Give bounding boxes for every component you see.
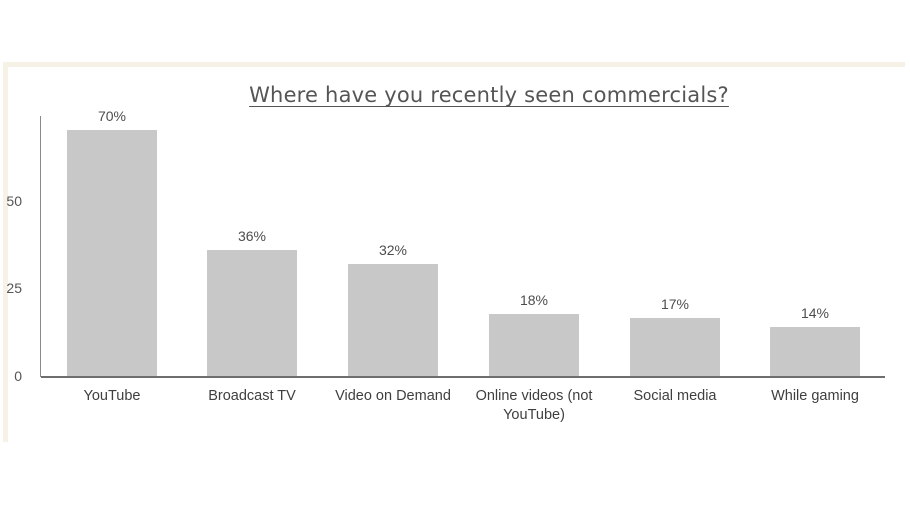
y-tick-0: 0 xyxy=(14,368,22,384)
x-label-online-videos: Online videos (not YouTube) xyxy=(459,387,609,425)
bar-video-on-demand xyxy=(348,264,438,376)
y-axis-line xyxy=(40,116,41,377)
bar-broadcast-tv xyxy=(207,250,297,376)
x-label-online-videos-line1: Online videos (not xyxy=(475,388,593,404)
frame-border-left xyxy=(3,62,8,442)
x-label-broadcast-tv: Broadcast TV xyxy=(208,388,296,404)
y-tick-25: 25 xyxy=(6,280,22,296)
bar-while-gaming xyxy=(770,327,860,376)
x-label-video-on-demand: Video on Demand xyxy=(335,388,451,404)
chart-title: Where have you recently seen commercials… xyxy=(249,83,729,107)
x-label-youtube: YouTube xyxy=(83,388,141,404)
value-label-broadcast-tv: 36% xyxy=(237,228,267,244)
bar-online-videos xyxy=(489,314,579,376)
x-label-social-media: Social media xyxy=(633,388,717,404)
x-axis-line xyxy=(41,376,885,378)
value-label-social-media: 17% xyxy=(660,296,690,312)
bar-youtube xyxy=(67,130,157,376)
bar-social-media xyxy=(630,318,720,376)
value-label-youtube: 70% xyxy=(97,108,127,124)
y-tick-50: 50 xyxy=(6,193,22,209)
value-label-while-gaming: 14% xyxy=(800,305,830,321)
x-label-online-videos-line2: YouTube) xyxy=(503,407,565,423)
value-label-video-on-demand: 32% xyxy=(378,242,408,258)
value-label-online-videos: 18% xyxy=(519,292,549,308)
frame-border-top xyxy=(5,62,905,67)
x-label-while-gaming: While gaming xyxy=(771,388,859,404)
